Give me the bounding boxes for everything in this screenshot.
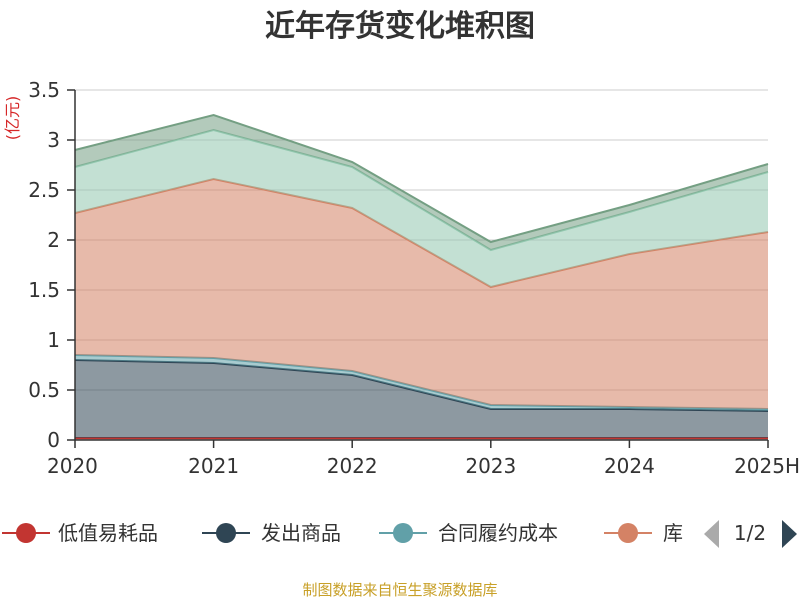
- x-axis-ticks: 2020 2021 2022 2023 2024 2025H: [47, 440, 800, 478]
- x-tick-label: 2021: [188, 454, 239, 478]
- legend-next-button[interactable]: [782, 520, 797, 548]
- y-tick-label: 3.5: [28, 78, 60, 102]
- y-tick-label: 1: [47, 328, 60, 352]
- legend: 低值易耗品 发出商品 合同履约成本 库 1/2: [2, 520, 797, 548]
- legend-page-indicator: 1/2: [734, 521, 766, 545]
- legend-swatch-dot: [618, 523, 638, 543]
- area-series-5: [75, 115, 768, 250]
- legend-prev-button[interactable]: [704, 520, 719, 548]
- x-tick-label: 2025H: [734, 454, 800, 478]
- x-tick-label: 2023: [465, 454, 516, 478]
- legend-item-0[interactable]: 低值易耗品: [2, 521, 158, 545]
- x-tick-label: 2020: [47, 454, 98, 478]
- legend-swatch-dot: [393, 523, 413, 543]
- axes: [74, 90, 768, 441]
- y-axis-ticks: 0 0.5 1 1.5 2 2.5 3 3.5: [28, 78, 75, 452]
- stacked-areas: [74, 113, 769, 440]
- legend-label: 合同履约成本: [438, 521, 558, 545]
- legend-item-1[interactable]: 发出商品: [202, 521, 341, 545]
- legend-item-2[interactable]: 合同履约成本: [379, 521, 558, 545]
- legend-swatch-dot: [16, 523, 36, 543]
- area-series-1: [75, 360, 768, 438]
- data-source-note: 制图数据来自恒生聚源数据库: [302, 581, 497, 599]
- area-series-3: [75, 179, 768, 409]
- legend-label: 库: [663, 521, 683, 545]
- legend-item-3[interactable]: 库: [604, 521, 683, 545]
- legend-label: 发出商品: [261, 521, 341, 545]
- y-tick-label: 0.5: [28, 378, 60, 402]
- y-axis-unit: (亿元): [3, 96, 22, 141]
- x-tick-label: 2024: [604, 454, 655, 478]
- chevron-left-icon: [704, 520, 719, 548]
- area-series-2: [75, 355, 768, 411]
- chevron-right-icon: [782, 520, 797, 548]
- y-tick-label: 2: [47, 228, 60, 252]
- y-tick-label: 0: [47, 428, 60, 452]
- legend-swatch-dot: [216, 523, 236, 543]
- chart-title: 近年存货变化堆积图: [265, 9, 535, 44]
- legend-label: 低值易耗品: [58, 521, 158, 545]
- area-edge-series-5: [74, 113, 769, 244]
- y-tick-label: 3: [47, 128, 60, 152]
- y-tick-label: 2.5: [28, 178, 60, 202]
- x-tick-label: 2022: [327, 454, 378, 478]
- y-tick-label: 1.5: [28, 278, 60, 302]
